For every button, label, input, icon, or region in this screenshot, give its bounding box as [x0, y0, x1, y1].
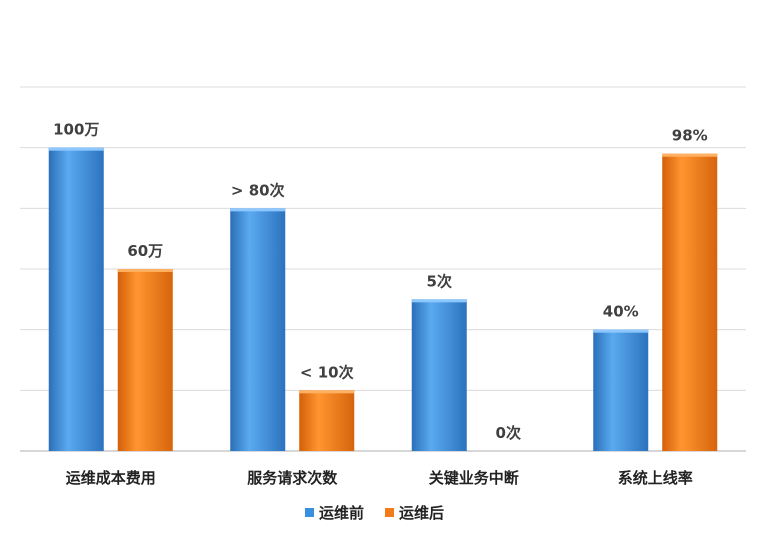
category-label-1: 运维成本费用 [66, 469, 156, 487]
bar-before-3 [411, 299, 467, 451]
category-label-2: 服务请求次数 [247, 469, 338, 487]
data-label-before-4: 40% [603, 303, 639, 321]
legend-swatch-before [305, 508, 314, 517]
bars [48, 147, 718, 451]
bar-cap-after-4 [662, 153, 718, 157]
bar-cap-before-4 [593, 329, 649, 333]
data-labels: 100万 60万 > 80次 < 10次 5次 0次 40% 98% [53, 121, 708, 442]
data-label-after-1: 60万 [127, 242, 163, 260]
legend-label-after: 运维后 [399, 504, 444, 522]
bar-after-2 [299, 390, 355, 451]
bar-cap-before-2 [230, 208, 286, 212]
bar-after-4 [662, 153, 718, 451]
bar-cap-before-3 [411, 299, 467, 303]
data-label-after-4: 98% [672, 127, 708, 145]
bar-after-1 [117, 269, 173, 451]
bar-before-2 [230, 208, 286, 451]
data-label-before-3: 5次 [427, 272, 452, 290]
category-label-4: 系统上线率 [618, 469, 693, 487]
data-label-before-1: 100万 [53, 121, 99, 139]
bar-cap-after-1 [117, 269, 173, 272]
data-label-before-2: > 80次 [231, 181, 285, 199]
legend-swatch-after [385, 508, 394, 517]
bar-cap-after-2 [299, 390, 355, 394]
bar-cap-before-1 [48, 147, 104, 151]
legend-label-before: 运维前 [319, 504, 364, 522]
category-labels: 运维成本费用 服务请求次数 关键业务中断 系统上线率 [66, 469, 693, 487]
data-label-after-3: 0次 [496, 424, 521, 442]
data-label-after-2: < 10次 [300, 363, 354, 381]
category-label-3: 关键业务中断 [429, 469, 519, 487]
legend: 运维前 运维后 [305, 504, 444, 522]
bar-before-1 [48, 147, 104, 451]
bar-before-4 [593, 329, 649, 451]
